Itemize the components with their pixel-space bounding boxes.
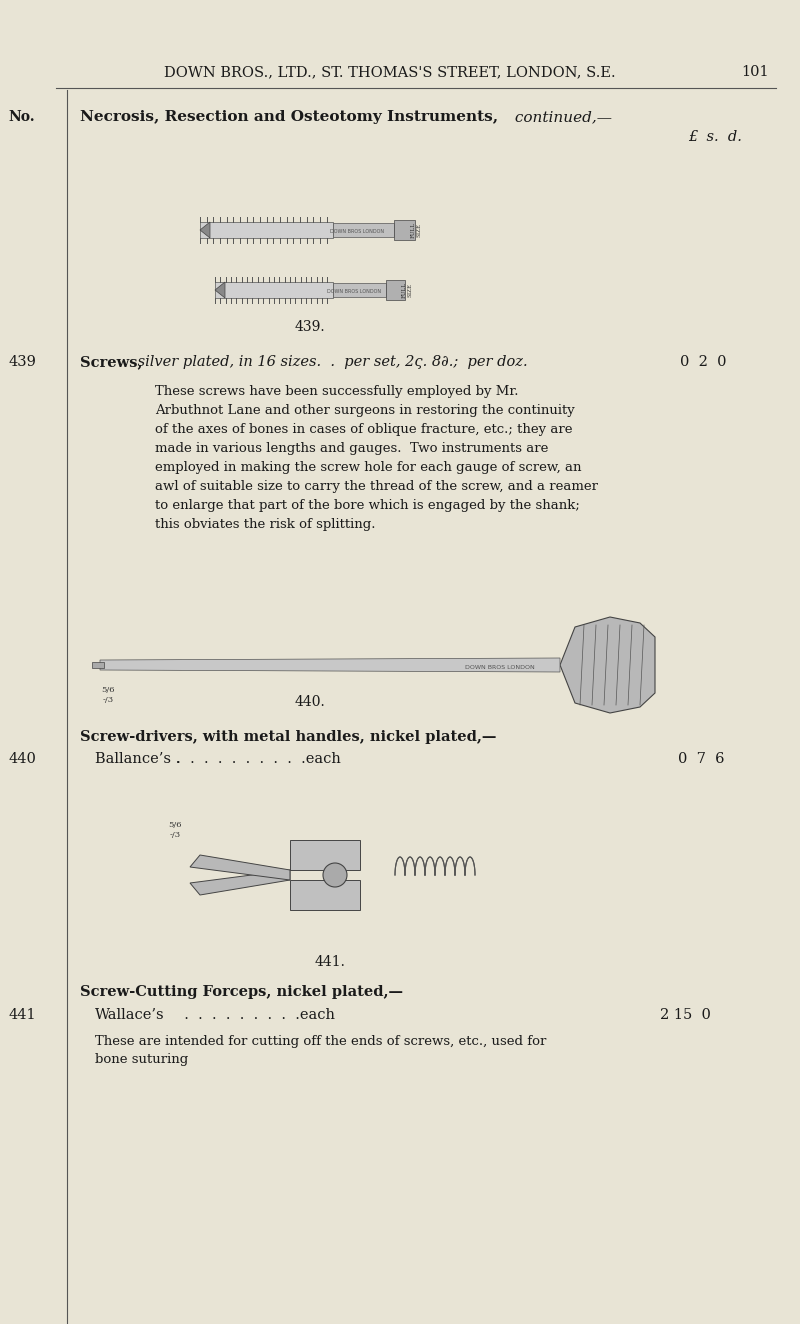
Text: this obviates the risk of splitting.: this obviates the risk of splitting. [155, 518, 375, 531]
Text: FULL
SIZE: FULL SIZE [402, 282, 413, 298]
Text: DOWN BROS LONDON: DOWN BROS LONDON [326, 289, 381, 294]
Text: 441: 441 [8, 1008, 36, 1022]
Text: .  .  .  .  .  .  .  .  .  .each: . . . . . . . . . .each [167, 752, 341, 767]
Polygon shape [190, 855, 290, 880]
Text: to enlarge that part of the bore which is engaged by the shank;: to enlarge that part of the bore which i… [155, 499, 580, 512]
Circle shape [323, 863, 347, 887]
Text: These screws have been successfully employed by Mr.: These screws have been successfully empl… [155, 385, 518, 399]
Text: Ballance’s .: Ballance’s . [95, 752, 180, 767]
Bar [333, 283, 386, 297]
Bar [386, 279, 405, 301]
Polygon shape [215, 282, 225, 298]
Text: made in various lengths and gauges.  Two instruments are: made in various lengths and gauges. Two … [155, 442, 548, 455]
Text: DOWN BROS LONDON: DOWN BROS LONDON [465, 665, 535, 670]
FancyBboxPatch shape [200, 222, 334, 238]
Text: 5/6
-/3: 5/6 -/3 [102, 686, 114, 703]
Text: 439.: 439. [294, 320, 326, 334]
Text: employed in making the screw hole for each gauge of screw, an: employed in making the screw hole for ea… [155, 461, 582, 474]
Text: 439: 439 [8, 355, 36, 369]
Text: Arbuthnot Lane and other surgeons in restoring the continuity: Arbuthnot Lane and other surgeons in res… [155, 404, 574, 417]
Text: 101: 101 [741, 65, 769, 79]
Text: 0  7  6: 0 7 6 [678, 752, 725, 767]
Text: FULL
SIZE: FULL SIZE [411, 222, 422, 238]
Text: awl of suitable size to carry the thread of the screw, and a reamer: awl of suitable size to carry the thread… [155, 481, 598, 493]
Text: Wallace’s: Wallace’s [95, 1008, 165, 1022]
Polygon shape [290, 880, 360, 910]
Polygon shape [560, 617, 655, 714]
Bar [394, 220, 415, 240]
FancyBboxPatch shape [215, 282, 333, 298]
Text: of the axes of bones in cases of oblique fracture, etc.; they are: of the axes of bones in cases of oblique… [155, 422, 573, 436]
Polygon shape [190, 870, 290, 895]
Polygon shape [290, 839, 360, 870]
Bar [92, 662, 104, 669]
Text: DOWN BROS LONDON: DOWN BROS LONDON [330, 229, 384, 233]
Text: continued,—: continued,— [510, 110, 612, 124]
Text: silver plated, in 16 sizes.  .  per set, 2ς. 8∂.;  per doz.: silver plated, in 16 sizes. . per set, 2… [133, 355, 528, 369]
Text: 441.: 441. [314, 955, 346, 969]
Text: Screws,: Screws, [80, 355, 142, 369]
Text: Necrosis, Resection and Osteotomy Instruments,: Necrosis, Resection and Osteotomy Instru… [80, 110, 498, 124]
Text: 0  2  0: 0 2 0 [680, 355, 726, 369]
Text: Screw-drivers, with metal handles, nickel plated,—: Screw-drivers, with metal handles, nicke… [80, 730, 496, 744]
Text: 440: 440 [8, 752, 36, 767]
Text: £  s.  d.: £ s. d. [688, 130, 742, 144]
Text: .  .  .  .  .  .  .  .  .each: . . . . . . . . .each [175, 1008, 335, 1022]
Text: 5/6
-/3: 5/6 -/3 [168, 821, 182, 838]
Text: Screw-Cutting Forceps, nickel plated,—: Screw-Cutting Forceps, nickel plated,— [80, 985, 403, 1000]
Text: bone suturing: bone suturing [95, 1053, 188, 1066]
Polygon shape [200, 222, 210, 238]
Text: 2 15  0: 2 15 0 [660, 1008, 711, 1022]
Text: These are intended for cutting off the ends of screws, etc., used for: These are intended for cutting off the e… [95, 1035, 546, 1049]
Text: No.: No. [9, 110, 35, 124]
Polygon shape [100, 658, 560, 673]
Text: 440.: 440. [294, 695, 326, 708]
Text: DOWN BROS., LTD., ST. THOMAS'S STREET, LONDON, S.E.: DOWN BROS., LTD., ST. THOMAS'S STREET, L… [164, 65, 616, 79]
Bar [334, 222, 394, 237]
